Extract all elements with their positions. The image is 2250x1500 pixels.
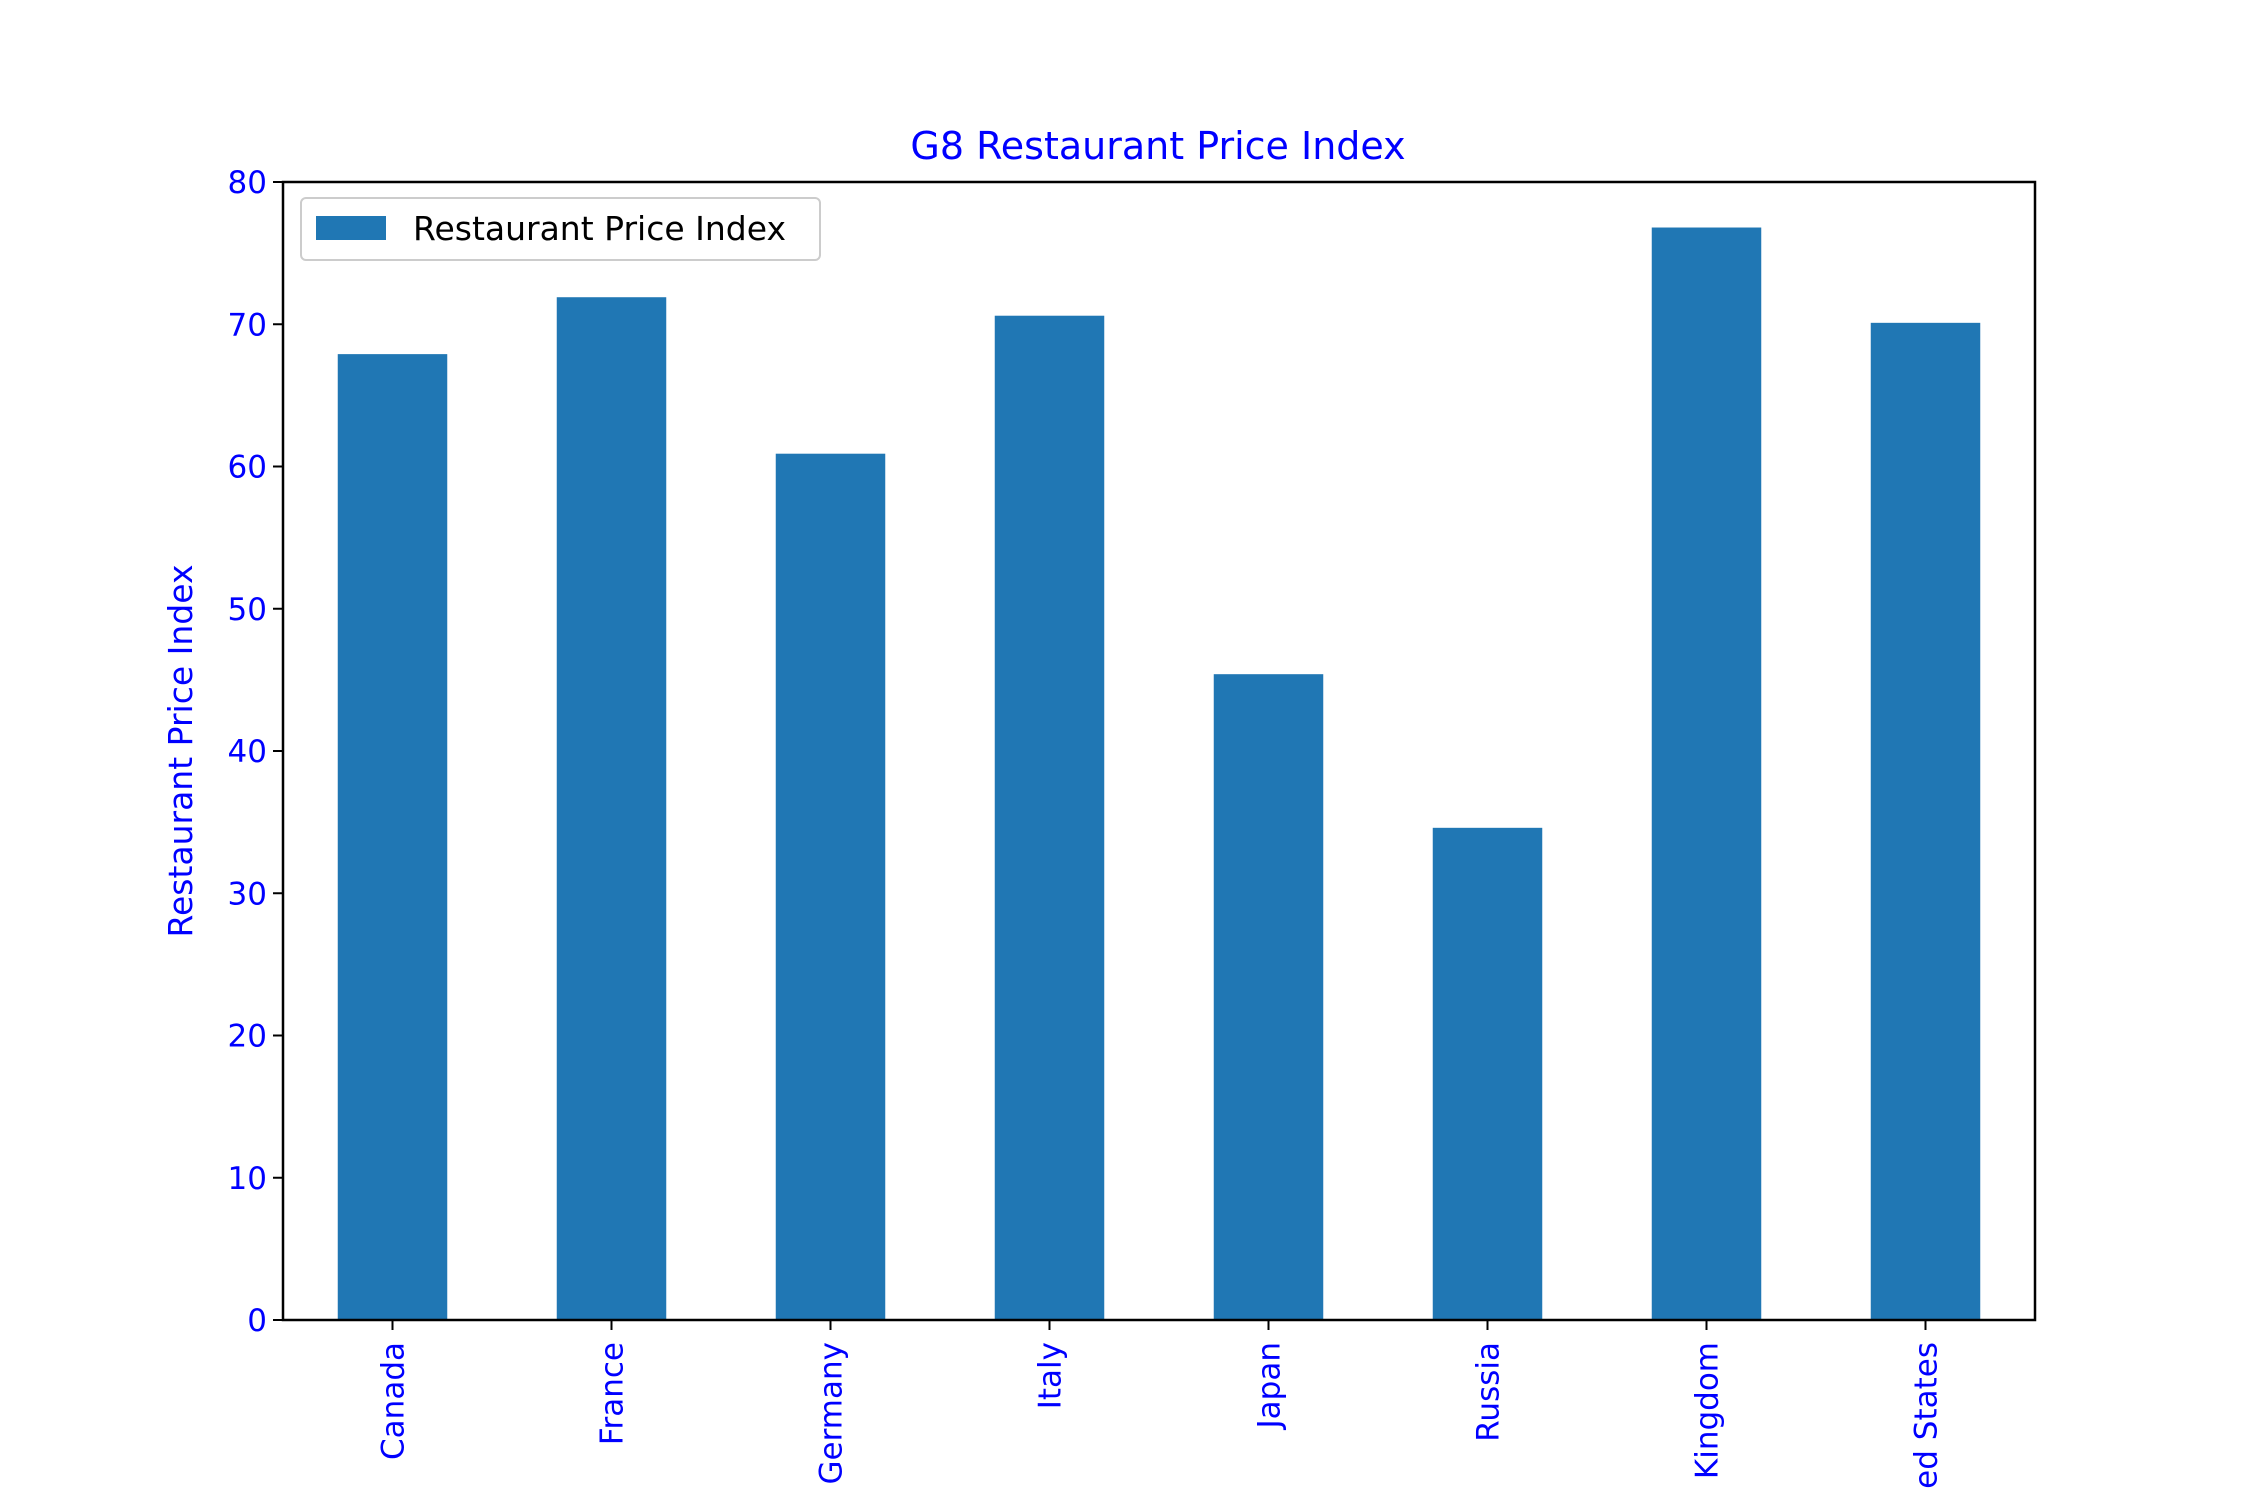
x-tick-label: Japan xyxy=(1252,1342,1288,1430)
y-axis: 0 10 20 30 40 50 60 70 80 xyxy=(228,165,283,1339)
y-tick-label: 50 xyxy=(228,592,267,628)
bar-russia xyxy=(1432,827,1543,1320)
bar-canada xyxy=(337,354,448,1320)
y-tick-label: 0 xyxy=(247,1303,267,1339)
chart-title: G8 Restaurant Price Index xyxy=(910,124,1405,168)
x-tick-label: Russia xyxy=(1471,1342,1507,1442)
bar-japan xyxy=(1213,674,1324,1320)
bar-kingdom xyxy=(1651,227,1762,1320)
y-axis-label: Restaurant Price Index xyxy=(161,565,200,938)
legend-box xyxy=(300,197,821,261)
x-tick-label: France xyxy=(595,1342,631,1445)
y-tick-label: 30 xyxy=(228,876,267,912)
y-tick-label: 60 xyxy=(228,450,267,486)
y-tick-label: 80 xyxy=(228,165,267,201)
legend-swatch xyxy=(316,216,386,240)
bar-italy xyxy=(994,315,1105,1321)
legend-label: Restaurant Price Index xyxy=(413,209,786,248)
x-tick-label: Canada xyxy=(376,1342,412,1460)
x-axis: Canada France Germany Italy Japan Russia Kingd… xyxy=(376,1320,1945,1489)
x-tick-label: Italy xyxy=(1033,1342,1069,1409)
plot-frame xyxy=(281,180,2037,1322)
y-tick-label: 40 xyxy=(228,734,267,770)
legend: Restaurant Price Index xyxy=(300,197,821,261)
bar-france xyxy=(556,297,667,1320)
y-tick-label: 10 xyxy=(228,1161,267,1197)
y-tick-label: 70 xyxy=(228,307,267,343)
bar-ed-states xyxy=(1870,322,1981,1320)
x-tick-label: Kingdom xyxy=(1690,1342,1726,1479)
bar-germany xyxy=(775,453,886,1320)
x-tick-label: Germany xyxy=(814,1342,850,1484)
x-tick-label: ed States xyxy=(1909,1342,1945,1489)
bars-group xyxy=(337,227,1981,1321)
y-tick-label: 20 xyxy=(228,1019,267,1055)
